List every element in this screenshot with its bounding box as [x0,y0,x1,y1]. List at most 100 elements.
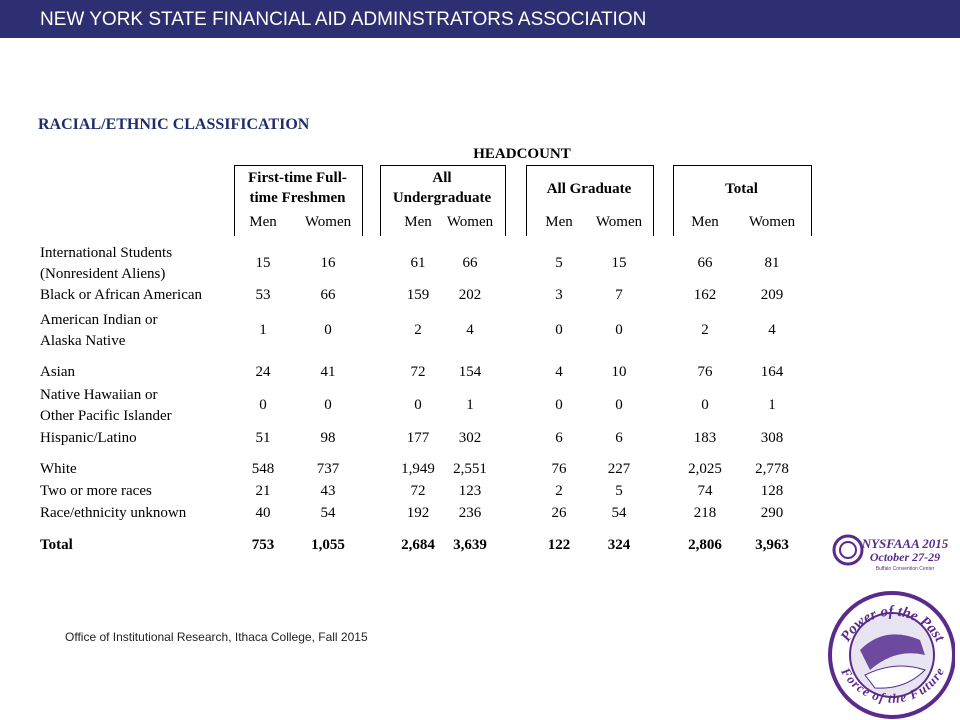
row-label: White [40,461,77,477]
cell: 162 [693,287,717,303]
cell: 40 [255,505,271,521]
cell: 154 [458,364,482,380]
group-box [673,165,812,236]
cell: 72 [410,483,426,499]
table-heading: HEADCOUNT [473,146,571,162]
cell: 302 [458,430,482,446]
header-title: NEW YORK STATE FINANCIAL AID ADMINSTRATO… [40,9,647,30]
cell: 66 [320,287,336,303]
group-header: All [432,170,452,186]
cell: 177 [406,430,430,446]
group-header: time Freshmen [249,190,346,206]
row-label: Black or African American [40,287,203,303]
column-header: Women [748,214,796,230]
cell: 61 [410,255,426,271]
cell: 128 [760,483,784,499]
row-label: Other Pacific Islander [40,407,172,424]
cell: 5 [555,255,563,271]
cell: 0 [324,322,332,338]
cell: 54 [320,505,336,521]
cell: 183 [693,430,717,446]
row-label: (Nonresident Aliens) [40,265,166,282]
group-header: First-time Full- [248,170,347,186]
row-label: Asian [40,364,75,380]
cell: 5 [615,483,623,499]
cell: 15 [611,255,627,271]
cell: 0 [615,322,623,338]
cell: 122 [547,537,571,553]
cell: 1 [768,397,776,413]
cell: 3,639 [453,537,487,553]
column-header: Men [404,214,432,230]
cell: 81 [764,255,780,271]
cell: 2,778 [755,461,789,477]
logo-text: NYSFAAA 2015 [861,536,949,551]
header-bar: NEW YORK STATE FINANCIAL AID ADMINSTRATO… [0,0,960,38]
cell: 7 [615,287,623,303]
cell: 54 [611,505,627,521]
cell: 51 [255,430,271,446]
cell: 308 [760,430,784,446]
logo: NYSFAAA 2015 October 27-29 Buffalo Conve… [828,534,955,719]
cell: 4 [555,364,563,380]
cell: 10 [611,364,627,380]
logo-emblem [839,541,857,559]
cell: 737 [316,461,340,477]
cell: 0 [324,397,332,413]
cell: 2 [701,322,709,338]
group-box [234,165,363,236]
column-header: Women [446,214,494,230]
cell: 2,806 [688,537,722,553]
cell: 21 [255,483,271,499]
cell: 0 [615,397,623,413]
row-label: Native Hawaiian or [40,386,158,403]
cell: 76 [551,461,567,477]
cell: 1,055 [311,537,345,553]
cell: 0 [701,397,709,413]
row-label: Two or more races [40,483,152,499]
cell: 2,684 [401,537,435,553]
row-label: International Students [40,244,173,261]
group-header: Undergraduate [392,190,492,206]
column-header: Men [545,214,573,230]
logo-text: Buffalo Convention Center [876,566,935,572]
cell: 0 [414,397,422,413]
cell: 3 [555,287,563,303]
column-header: Women [304,214,352,230]
logo-river [864,665,926,689]
section-title: RACIAL/ETHNIC CLASSIFICATION [38,116,310,133]
source: Office of Institutional Research, Ithaca… [65,630,368,644]
logo-text: October 27-29 [870,550,940,564]
cell: 1,949 [401,461,435,477]
row-label: American Indian or [40,311,158,328]
row-label: Total [40,537,73,553]
group-header: All Graduate [546,181,632,197]
cell: 4 [768,322,776,338]
cell: 290 [760,505,784,521]
cell: 227 [607,461,631,477]
cell: 2 [414,322,422,338]
cell: 15 [255,255,271,271]
cell: 2 [555,483,563,499]
cell: 53 [255,287,271,303]
logo-emblem [832,534,864,566]
cell: 2,025 [688,461,722,477]
group-header: Total [725,181,758,197]
cell: 548 [251,461,275,477]
cell: 98 [320,430,336,446]
column-header: Men [691,214,719,230]
cell: 123 [458,483,482,499]
cell: 2,551 [453,461,487,477]
cell: 26 [551,505,567,521]
cell: 159 [406,287,430,303]
row-label: Hispanic/Latino [40,430,137,446]
cell: 0 [555,322,563,338]
cell: 753 [251,537,275,553]
cell: 202 [458,287,482,303]
cell: 4 [466,322,474,338]
column-header: Women [595,214,643,230]
cell: 324 [607,537,631,553]
row-label: Alaska Native [40,332,126,349]
cell: 0 [259,397,267,413]
